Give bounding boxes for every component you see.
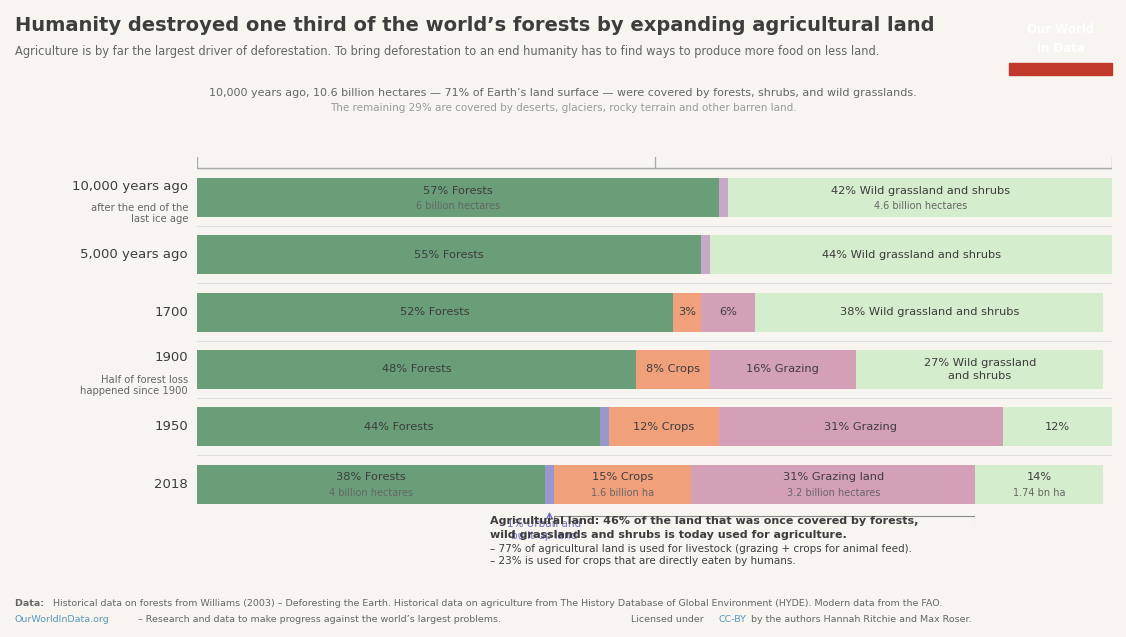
Text: and shrubs: and shrubs	[948, 371, 1011, 382]
Text: Data:: Data:	[15, 599, 47, 608]
Text: in Data: in Data	[1037, 42, 1084, 55]
Text: 16% Grazing: 16% Grazing	[747, 364, 820, 375]
Text: 31% Grazing land: 31% Grazing land	[783, 472, 884, 482]
Text: 8% Crops: 8% Crops	[646, 364, 700, 375]
Bar	[1002, 407, 1112, 447]
Text: 55% Forests: 55% Forests	[414, 250, 484, 260]
Text: 12% Crops: 12% Crops	[633, 422, 695, 432]
Text: after the end of the
last ice age: after the end of the last ice age	[90, 203, 188, 224]
Text: Agricultural land: 46% of the land that was once covered by forests,: Agricultural land: 46% of the land that …	[490, 516, 918, 526]
Bar	[673, 292, 700, 332]
Text: 1700: 1700	[154, 306, 188, 318]
Text: 4 billion hectares: 4 billion hectares	[329, 488, 413, 497]
Text: 3%: 3%	[678, 307, 696, 317]
Text: 6 billion hectares: 6 billion hectares	[415, 201, 500, 211]
Text: 38% Forests: 38% Forests	[336, 472, 405, 482]
Bar	[545, 464, 554, 504]
Text: 4.6 billion hectares: 4.6 billion hectares	[874, 201, 967, 211]
Bar	[856, 350, 1103, 389]
Text: 52% Forests: 52% Forests	[400, 307, 470, 317]
Text: Licensed under: Licensed under	[631, 615, 706, 624]
Bar	[554, 464, 691, 504]
Bar	[197, 292, 673, 332]
Text: 57% Forests: 57% Forests	[423, 185, 493, 196]
Text: 44% Forests: 44% Forests	[364, 422, 434, 432]
Text: 5,000 years ago: 5,000 years ago	[80, 248, 188, 261]
Text: 44% Wild grassland and shrubs: 44% Wild grassland and shrubs	[822, 250, 1001, 260]
Text: 10,000 years ago, 10.6 billion hectares — 71% of Earth’s land surface — were cov: 10,000 years ago, 10.6 billion hectares …	[209, 88, 917, 98]
Bar	[1009, 63, 1112, 75]
Bar	[975, 464, 1103, 504]
Bar	[197, 178, 718, 217]
Text: 1.74 bn ha: 1.74 bn ha	[1013, 488, 1065, 497]
Bar	[197, 350, 636, 389]
Text: Historical data on forests from Williams (2003) – Deforesting the Earth. Histori: Historical data on forests from Williams…	[53, 599, 942, 608]
Text: CC-BY: CC-BY	[718, 615, 747, 624]
Text: – 77% of agricultural land is used for livestock (grazing + crops for animal fee: – 77% of agricultural land is used for l…	[490, 544, 912, 566]
Text: 14%: 14%	[1027, 472, 1052, 482]
Text: OurWorldInData.org: OurWorldInData.org	[15, 615, 109, 624]
Bar	[709, 350, 856, 389]
Bar	[636, 350, 709, 389]
Bar	[609, 407, 718, 447]
Bar	[691, 464, 975, 504]
Text: 12%: 12%	[1045, 422, 1070, 432]
Text: 42% Wild grassland and shrubs: 42% Wild grassland and shrubs	[831, 185, 1010, 196]
Text: wild grasslands and shrubs is today used for agriculture.: wild grasslands and shrubs is today used…	[490, 530, 847, 540]
Text: 6%: 6%	[720, 307, 736, 317]
Text: 15% Crops: 15% Crops	[592, 472, 653, 482]
Bar	[709, 235, 1112, 275]
Text: – Research and data to make progress against the world’s largest problems.: – Research and data to make progress aga…	[135, 615, 501, 624]
Text: 2018: 2018	[154, 478, 188, 490]
Text: Our World: Our World	[1027, 23, 1094, 36]
Text: 10,000 years ago: 10,000 years ago	[72, 180, 188, 192]
Text: 3.2 billion hectares: 3.2 billion hectares	[787, 488, 879, 497]
Text: 48% Forests: 48% Forests	[382, 364, 452, 375]
Text: 1900: 1900	[154, 352, 188, 364]
Text: 1% Urban and
built-up land: 1% Urban and built-up land	[507, 519, 581, 541]
Text: 31% Grazing: 31% Grazing	[824, 422, 897, 432]
Bar	[197, 464, 545, 504]
Bar	[718, 178, 729, 217]
Text: 1950: 1950	[154, 420, 188, 433]
Text: Humanity destroyed one third of the world’s forests by expanding agricultural la: Humanity destroyed one third of the worl…	[15, 16, 935, 35]
Bar	[729, 178, 1112, 217]
Bar	[700, 235, 709, 275]
Text: The remaining 29% are covered by deserts, glaciers, rocky terrain and other barr: The remaining 29% are covered by deserts…	[330, 103, 796, 113]
Text: Agriculture is by far the largest driver of deforestation. To bring deforestatio: Agriculture is by far the largest driver…	[15, 45, 879, 57]
Text: 27% Wild grassland: 27% Wild grassland	[923, 357, 1036, 368]
Bar	[197, 235, 700, 275]
Text: Half of forest loss
happened since 1900: Half of forest loss happened since 1900	[80, 375, 188, 396]
Bar	[197, 407, 600, 447]
Bar	[718, 407, 1002, 447]
Bar	[756, 292, 1103, 332]
Text: by the authors Hannah Ritchie and Max Roser.: by the authors Hannah Ritchie and Max Ro…	[748, 615, 972, 624]
Bar	[600, 407, 609, 447]
Text: 38% Wild grassland and shrubs: 38% Wild grassland and shrubs	[840, 307, 1019, 317]
Bar	[700, 292, 756, 332]
Text: 1.6 billion ha: 1.6 billion ha	[591, 488, 654, 497]
